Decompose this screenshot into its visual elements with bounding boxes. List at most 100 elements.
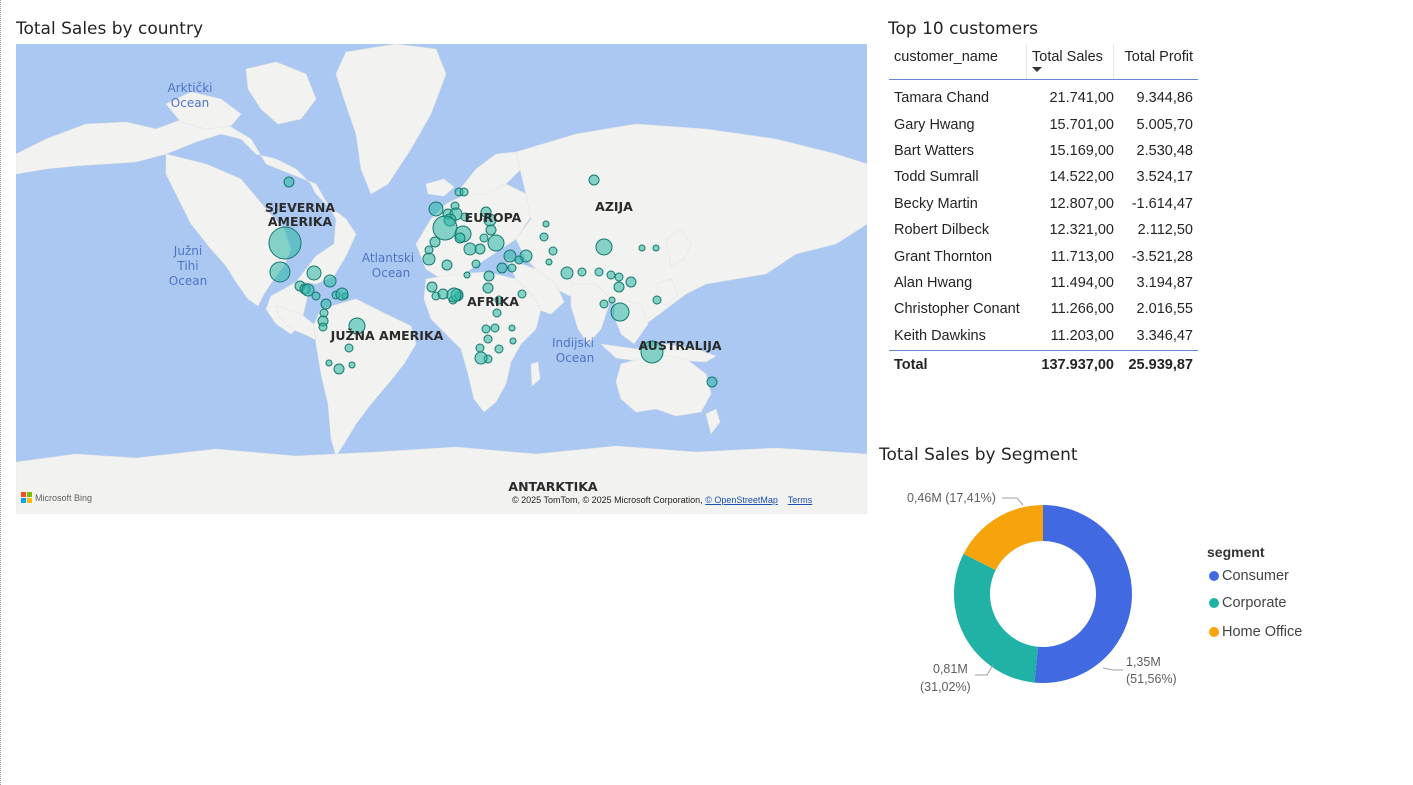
country-sales-bubble[interactable] bbox=[482, 282, 494, 294]
top-customers-table[interactable]: customer_name Total Sales Total Profit T… bbox=[889, 44, 1198, 379]
country-sales-bubble[interactable] bbox=[483, 334, 493, 344]
country-sales-bubble[interactable] bbox=[454, 232, 466, 244]
country-sales-bubble[interactable] bbox=[471, 259, 481, 269]
openstreetmap-link[interactable]: © OpenStreetMap bbox=[705, 495, 778, 505]
country-sales-bubble[interactable] bbox=[474, 351, 488, 365]
country-sales-bubble[interactable] bbox=[429, 236, 441, 248]
country-sales-bubble[interactable] bbox=[485, 224, 497, 236]
country-sales-bubble[interactable] bbox=[492, 308, 502, 318]
country-sales-bubble[interactable] bbox=[577, 267, 587, 277]
country-sales-bubble[interactable] bbox=[606, 270, 616, 280]
country-sales-bubble[interactable] bbox=[625, 276, 637, 288]
country-sales-bubble[interactable] bbox=[706, 376, 718, 388]
country-sales-bubble[interactable] bbox=[475, 343, 485, 353]
cell-customer-name: Tamara Chand bbox=[894, 90, 990, 107]
country-sales-bubble[interactable] bbox=[422, 252, 436, 266]
table-row[interactable]: Keith Dawkins 11.203,00 3.346,47 bbox=[889, 323, 1198, 349]
country-sales-bubble[interactable] bbox=[509, 337, 517, 345]
table-total-row: Total 137.937,00 25.939,87 bbox=[889, 349, 1198, 379]
legend-item-consumer[interactable]: Consumer bbox=[1209, 568, 1289, 584]
country-sales-bubble[interactable] bbox=[460, 212, 470, 222]
country-sales-bubble[interactable] bbox=[588, 174, 600, 186]
country-sales-bubble[interactable] bbox=[311, 291, 321, 301]
table-row[interactable]: Grant Thornton 11.713,00 -3.521,28 bbox=[889, 243, 1198, 269]
table-row[interactable]: Tamara Chand 21.741,00 9.344,86 bbox=[889, 85, 1198, 111]
map-canvas[interactable]: Arktički Ocean Južni Tihi Ocean Atlantsk… bbox=[16, 44, 867, 514]
table-row[interactable]: Becky Martin 12.807,00 -1.614,47 bbox=[889, 191, 1198, 217]
country-sales-bubble[interactable] bbox=[463, 271, 471, 279]
country-sales-bubble[interactable] bbox=[437, 288, 449, 300]
sales-map[interactable]: Arktički Ocean Južni Tihi Ocean Atlantsk… bbox=[16, 44, 867, 514]
country-sales-bubble[interactable] bbox=[269, 261, 291, 283]
country-sales-bubble[interactable] bbox=[652, 244, 660, 252]
country-sales-bubble[interactable] bbox=[560, 266, 574, 280]
country-sales-bubble[interactable] bbox=[640, 340, 664, 364]
donut-slice-home-office[interactable] bbox=[963, 505, 1043, 571]
country-sales-bubble[interactable] bbox=[548, 246, 558, 256]
country-sales-bubble[interactable] bbox=[428, 201, 444, 217]
terms-link[interactable]: Terms bbox=[787, 495, 813, 505]
country-sales-bubble[interactable] bbox=[481, 324, 491, 334]
column-header-total-profit[interactable]: Total Profit bbox=[1124, 49, 1194, 65]
segment-donut-chart[interactable]: 0,46M (17,41%) 0,81M (31,02%) 1,35M (51,… bbox=[879, 480, 1339, 710]
donut-slice-corporate[interactable] bbox=[954, 553, 1038, 683]
country-sales-bubble[interactable] bbox=[508, 324, 516, 332]
table-row[interactable]: Robert Dilbeck 12.321,00 2.112,50 bbox=[889, 217, 1198, 243]
country-sales-bubble[interactable] bbox=[517, 289, 527, 299]
country-sales-bubble[interactable] bbox=[539, 232, 549, 242]
country-sales-bubble[interactable] bbox=[283, 176, 295, 188]
country-sales-bubble[interactable] bbox=[613, 281, 625, 293]
country-sales-bubble[interactable] bbox=[441, 259, 453, 271]
donut-slice-consumer[interactable] bbox=[1034, 505, 1132, 683]
country-sales-bubble[interactable] bbox=[608, 296, 616, 304]
country-sales-bubble[interactable] bbox=[479, 233, 489, 243]
country-sales-bubble[interactable] bbox=[426, 281, 438, 293]
country-sales-bubble[interactable] bbox=[638, 244, 646, 252]
country-sales-bubble[interactable] bbox=[463, 242, 477, 256]
country-sales-bubble[interactable] bbox=[333, 363, 345, 375]
country-sales-bubble[interactable] bbox=[595, 238, 613, 256]
country-sales-bubble[interactable] bbox=[545, 258, 553, 266]
country-sales-bubble[interactable] bbox=[494, 344, 504, 354]
country-sales-bubble[interactable] bbox=[446, 287, 462, 303]
country-sales-bubble[interactable] bbox=[614, 272, 624, 282]
country-sales-bubble[interactable] bbox=[344, 343, 354, 353]
donut-canvas[interactable] bbox=[879, 480, 1339, 710]
country-sales-bubble[interactable] bbox=[320, 298, 332, 310]
country-sales-bubble[interactable] bbox=[514, 255, 524, 265]
country-sales-bubble[interactable] bbox=[459, 187, 469, 197]
column-header-total-sales[interactable]: Total Sales bbox=[1027, 44, 1114, 79]
country-sales-bubble[interactable] bbox=[652, 295, 662, 305]
country-sales-bubble[interactable] bbox=[542, 220, 550, 228]
country-sales-bubble[interactable] bbox=[335, 287, 349, 301]
country-sales-bubble[interactable] bbox=[483, 270, 495, 282]
country-sales-bubble[interactable] bbox=[503, 249, 517, 263]
legend-item-corporate[interactable]: Corporate bbox=[1209, 595, 1286, 611]
country-sales-bubble[interactable] bbox=[348, 361, 356, 369]
country-sales-bubble[interactable] bbox=[599, 299, 609, 309]
legend-item-home-office[interactable]: Home Office bbox=[1209, 624, 1302, 640]
country-sales-bubble[interactable] bbox=[610, 302, 630, 322]
table-row[interactable]: Todd Sumrall 14.522,00 3.524,17 bbox=[889, 164, 1198, 190]
country-sales-bubble[interactable] bbox=[323, 274, 337, 288]
country-sales-bubble[interactable] bbox=[490, 323, 500, 333]
country-sales-bubble[interactable] bbox=[494, 295, 504, 305]
country-sales-bubble[interactable] bbox=[594, 267, 604, 277]
column-header-customer-name[interactable]: customer_name bbox=[889, 44, 1027, 79]
table-row[interactable]: Christopher Conant 11.266,00 2.016,55 bbox=[889, 296, 1198, 322]
country-sales-bubble[interactable] bbox=[432, 215, 458, 241]
table-row[interactable]: Alan Hwang 11.494,00 3.194,87 bbox=[889, 270, 1198, 296]
country-sales-bubble[interactable] bbox=[306, 265, 322, 281]
country-sales-bubble[interactable] bbox=[325, 359, 333, 367]
country-sales-bubble[interactable] bbox=[487, 234, 505, 252]
country-sales-bubble[interactable] bbox=[318, 322, 328, 332]
table-row[interactable]: Gary Hwang 15.701,00 5.005,70 bbox=[889, 111, 1198, 137]
country-sales-bubble[interactable] bbox=[507, 263, 517, 273]
table-row[interactable]: Bart Watters 15.169,00 2.530,48 bbox=[889, 138, 1198, 164]
sort-descending-icon[interactable] bbox=[1032, 67, 1042, 72]
country-sales-bubble[interactable] bbox=[301, 283, 315, 297]
country-sales-bubble[interactable] bbox=[268, 226, 302, 260]
country-sales-bubble[interactable] bbox=[496, 262, 508, 274]
country-sales-bubble[interactable] bbox=[348, 317, 366, 335]
country-sales-bubble[interactable] bbox=[424, 245, 434, 255]
